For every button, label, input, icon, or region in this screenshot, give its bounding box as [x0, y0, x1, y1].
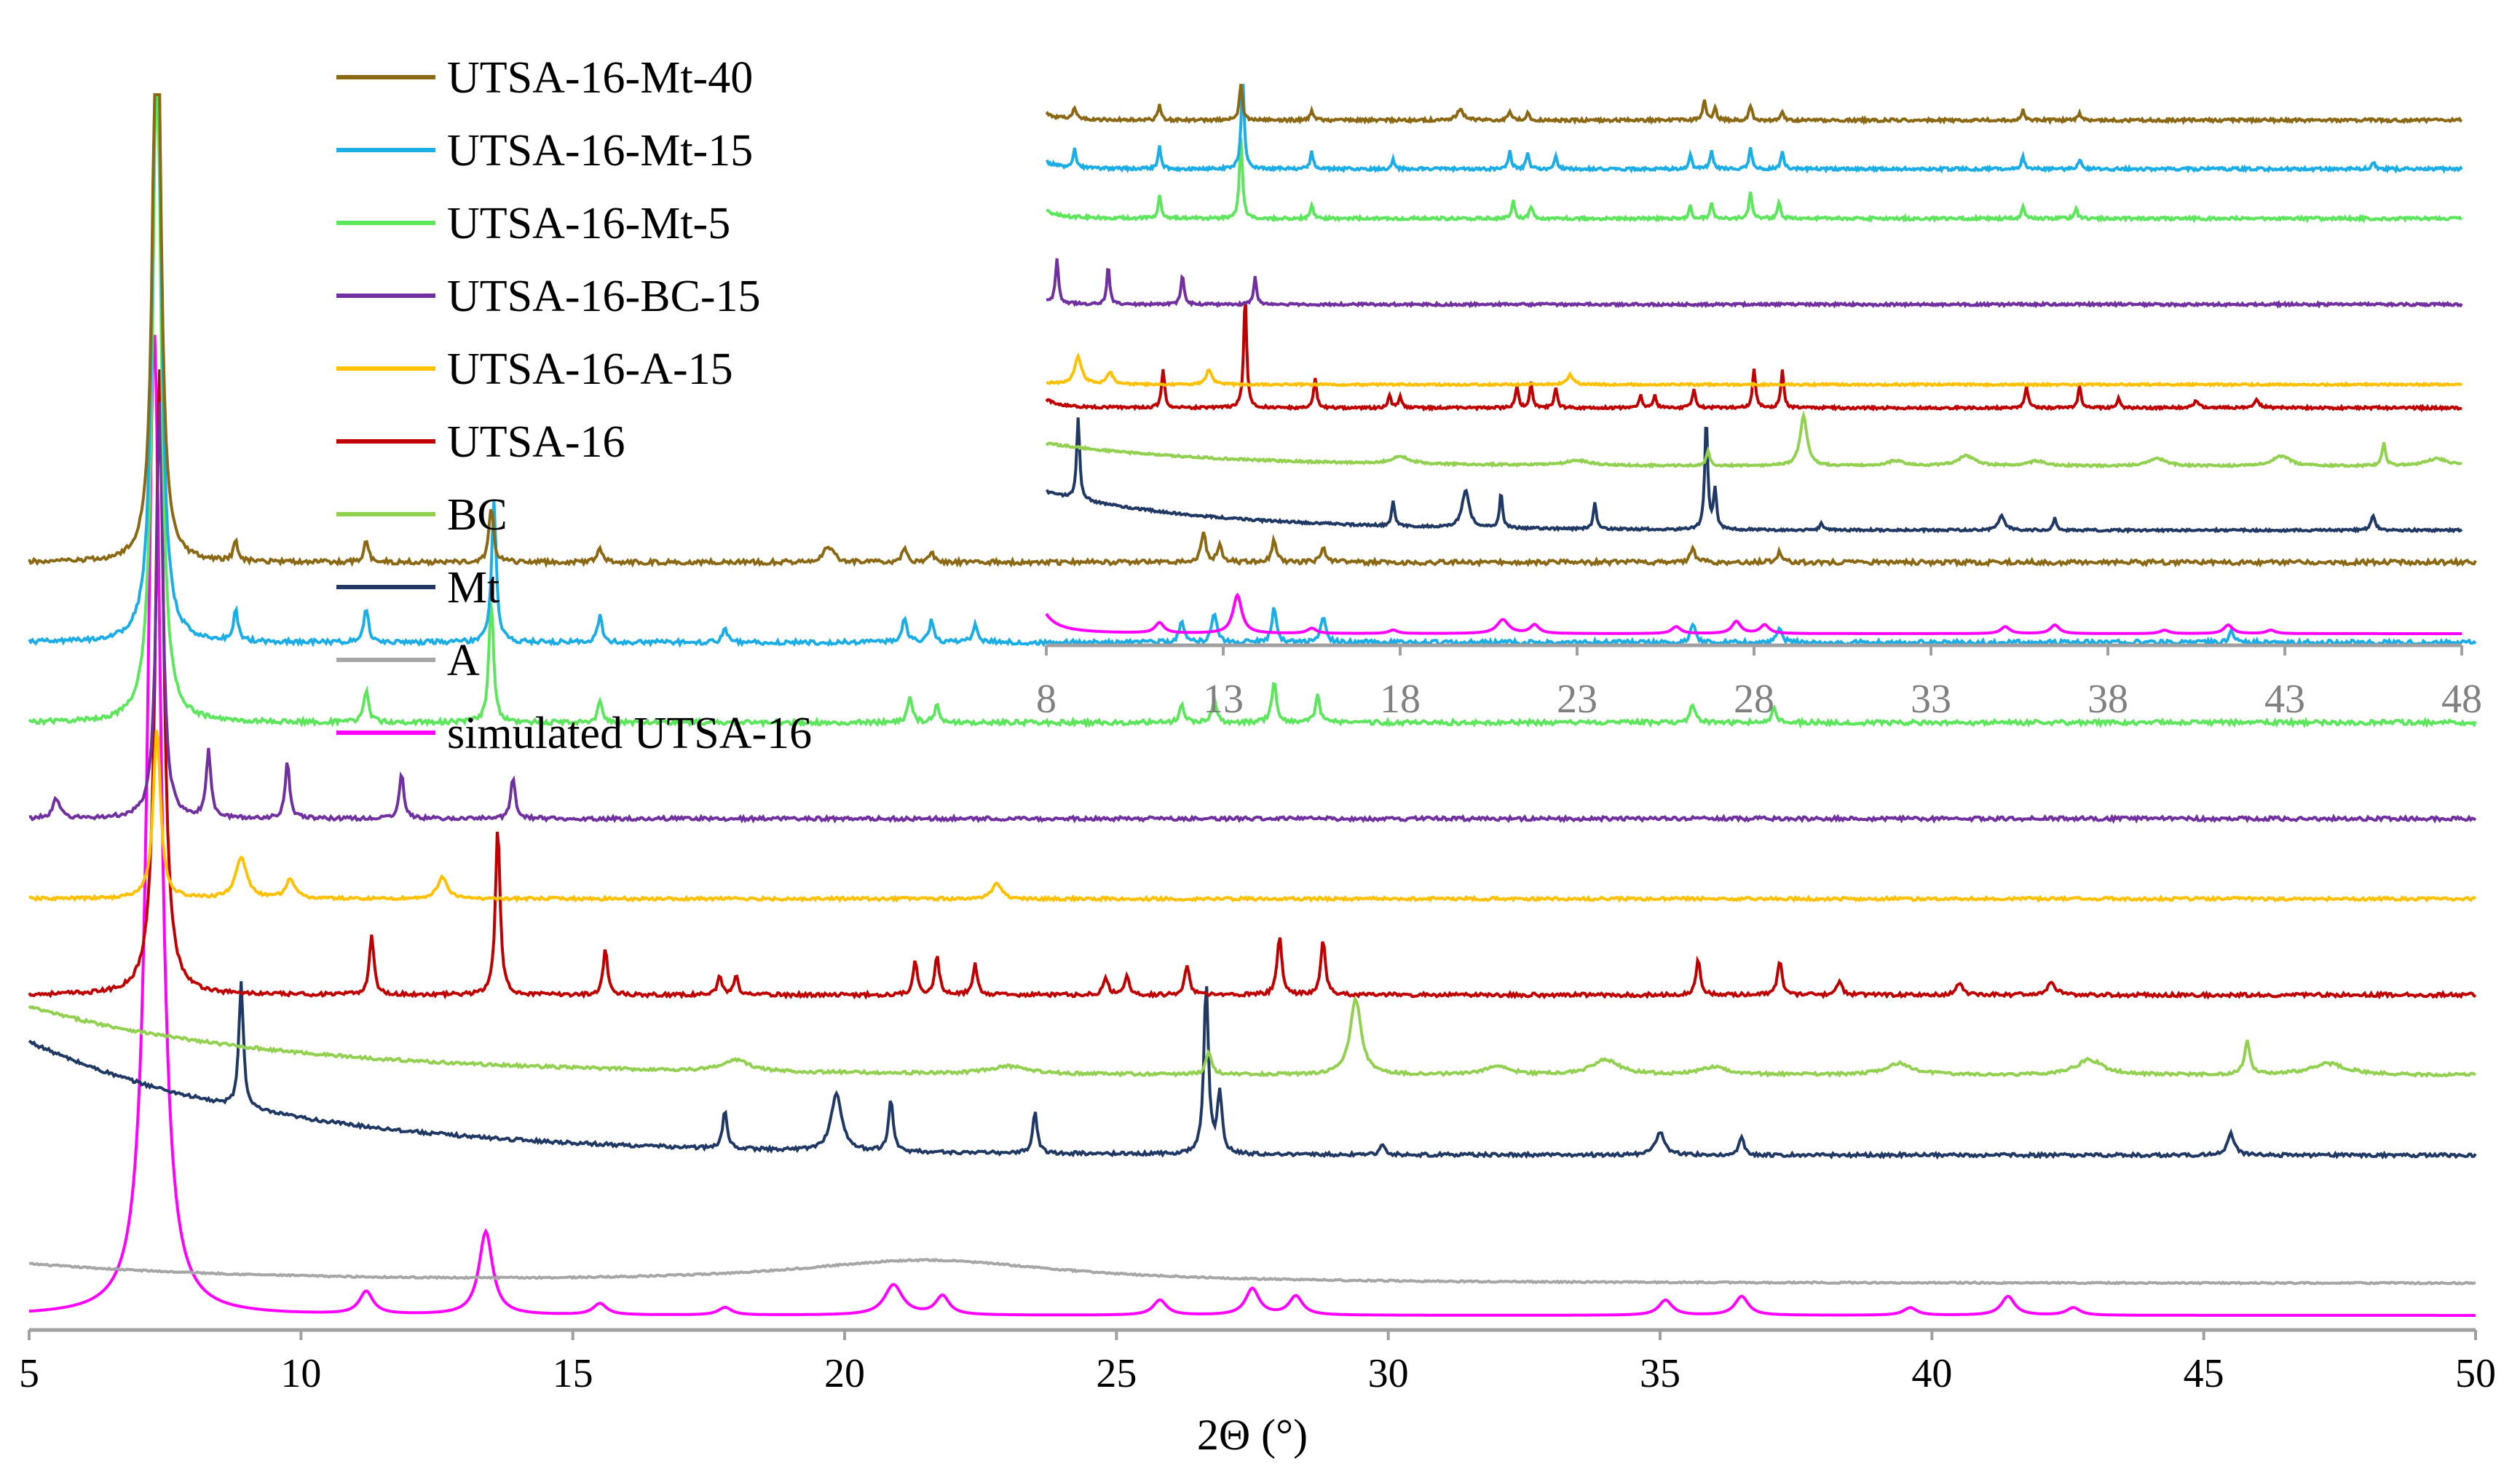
inset-x-tick-label: 38	[2088, 677, 2128, 722]
main-series-utsa-16	[28, 369, 2477, 1000]
legend-label-utsa-16-mt-15: UTSA-16-Mt-15	[447, 126, 753, 176]
main-x-tick-label: 40	[1911, 1351, 1952, 1396]
main-x-tick-label: 20	[824, 1351, 865, 1396]
inset-x-tick-label: 43	[2264, 677, 2305, 722]
main-x-tick-label: 10	[280, 1351, 321, 1396]
main-series-simulated-utsa-16	[28, 334, 2476, 1317]
main-x-tick-label: 15	[553, 1351, 593, 1396]
main-series-utsa-16-mt-15	[28, 93, 2477, 649]
inset-plot	[1045, 84, 2463, 635]
inset-x-tick-label: 33	[1911, 677, 1951, 722]
inset-x-tick-label: 48	[2441, 677, 2482, 722]
inset-x-tick-label: 28	[1734, 677, 1774, 722]
legend-label-mt: Mt	[447, 563, 499, 613]
inset-series-utsa-16-mt-5	[1046, 138, 2462, 224]
main-series-a	[28, 1257, 2476, 1286]
main-series-utsa-16-mt-40	[28, 93, 2477, 568]
legend-label-utsa-16-bc-15: UTSA-16-BC-15	[447, 272, 761, 321]
legend-label-a: A	[447, 636, 480, 685]
legend-label-bc: BC	[447, 490, 507, 540]
inset-series-simulated-utsa-16	[1045, 592, 2462, 635]
legend-label-utsa-16-mt-5: UTSA-16-Mt-5	[447, 199, 730, 248]
inset-series-mt	[1045, 417, 2463, 535]
main-x-axis: 5 10 15 20 25 30 35 40 45 50	[19, 1328, 2496, 1396]
inset-x-tick-label: 8	[1036, 677, 1056, 722]
legend-label-simulated-utsa-16: simulated UTSA-16	[447, 709, 812, 758]
main-series-utsa-16-bc-15	[28, 401, 2477, 824]
main-x-tick-label: 45	[2184, 1351, 2224, 1396]
inset-series-utsa-16	[1045, 302, 2462, 413]
inset-x-tick-label: 18	[1380, 677, 1421, 722]
inset-x-axis: 8 13 18 23 28 33 38 43 48	[1036, 643, 2482, 722]
main-x-tick-label: 25	[1096, 1351, 1137, 1396]
main-x-axis-title: 2Θ (°)	[1197, 1411, 1308, 1459]
inset-series-utsa-16-mt-40	[1045, 84, 2463, 126]
main-series-utsa-16-mt-5	[28, 93, 2477, 729]
main-x-tick-label: 50	[2455, 1351, 2496, 1396]
main-plot	[28, 93, 2477, 1317]
legend-label-utsa-16-a-15: UTSA-16-A-15	[447, 345, 733, 394]
inset-series-bc	[1045, 410, 2462, 469]
legend-label-utsa-16-mt-40: UTSA-16-Mt-40	[447, 53, 753, 103]
inset-series-utsa-16-a-15	[1046, 352, 2463, 389]
legend: UTSA-16-Mt-40 UTSA-16-Mt-15 UTSA-16-Mt-5 UT…	[336, 53, 812, 758]
main-x-tick-label: 5	[19, 1351, 39, 1396]
inset-x-tick-label: 23	[1557, 677, 1597, 722]
legend-label-utsa-16: UTSA-16	[447, 417, 625, 467]
inset-series-utsa-16-bc-15	[1046, 258, 2463, 309]
main-x-tick-label: 30	[1368, 1351, 1409, 1396]
main-x-tick-label: 35	[1640, 1351, 1680, 1396]
main-series-utsa-16-a-15	[28, 730, 2477, 903]
inset-series-utsa-16-mt-15	[1046, 84, 2463, 174]
inset-x-tick-label: 13	[1203, 677, 1244, 722]
main-series-mt	[28, 981, 2477, 1160]
main-series-bc	[28, 994, 2476, 1078]
